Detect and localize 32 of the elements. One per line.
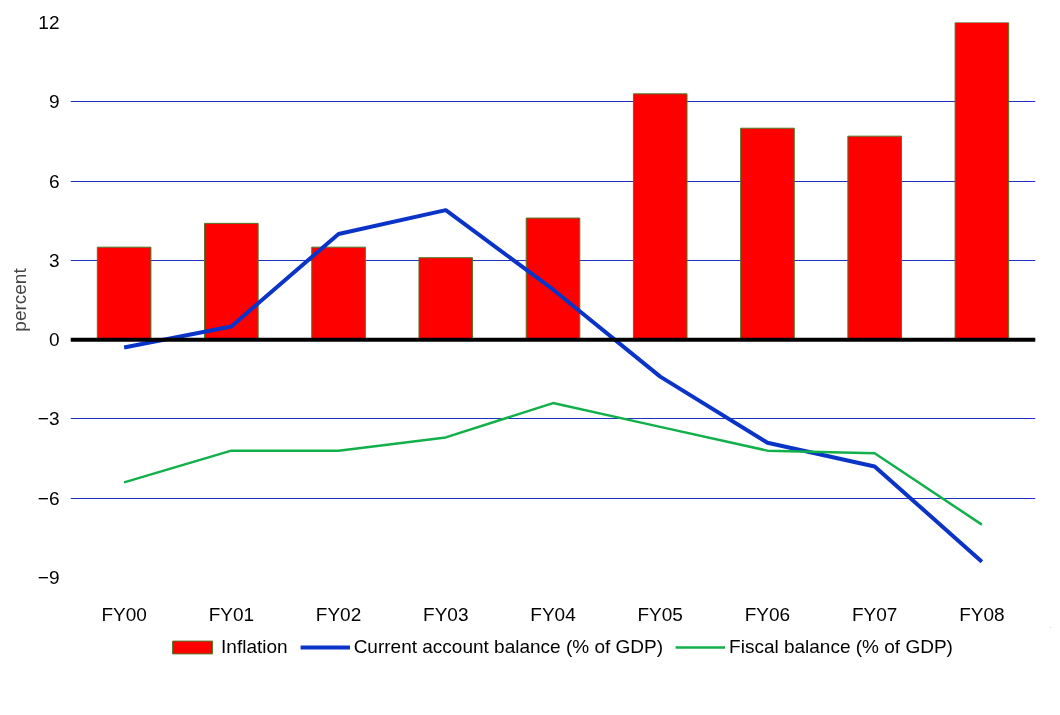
y-axis-title: percent [8,267,30,332]
x-tick-label: FY05 [637,603,683,625]
bar [847,135,902,341]
line-series [122,208,984,564]
y-tick-label: 9 [48,91,60,113]
y-tick-label: 6 [48,170,60,192]
y-tick-label: −3 [37,408,60,430]
bar [311,246,366,341]
y-tick-label: −6 [37,487,60,509]
x-tick-label: FY06 [744,603,791,625]
x-tick-label: FY00 [101,603,147,625]
x-tick-label: FY07 [851,603,898,625]
bar [525,217,581,341]
bar [740,127,795,341]
legend-label: Fiscal balance (% of GDP) [729,636,953,658]
bar [204,222,259,341]
line-series [122,401,984,526]
bar [632,93,688,341]
legend-label: Current account balance (% of GDP) [353,636,664,658]
x-tick-label: FY01 [208,603,255,625]
bar [418,257,474,341]
y-tick-label: 12 [38,12,60,33]
x-tick-label: FY03 [423,603,469,625]
y-tick-label: 0 [48,329,60,351]
y-tick-label: 3 [48,249,60,271]
y-tick-label: −9 [37,567,60,588]
bar [96,246,152,341]
x-tick-label: FY02 [315,603,362,625]
x-tick-label: FY04 [530,603,577,625]
legend-label: Inflation [221,636,288,658]
x-tick-label: FY08 [959,603,1005,625]
bar [954,22,1010,341]
